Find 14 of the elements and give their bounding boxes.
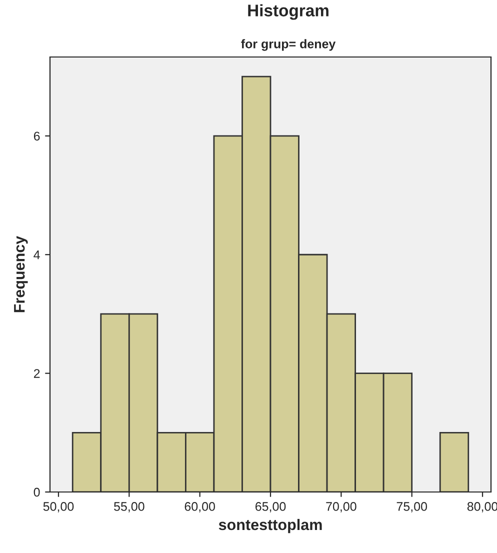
x-tick-label: 70,00 xyxy=(326,502,356,512)
y-tick-label: 2 xyxy=(34,369,40,378)
chart-title: Histogram xyxy=(248,4,328,20)
y-axis-title: Frequency xyxy=(14,236,28,312)
x-tick-label: 50,00 xyxy=(43,502,74,512)
chart-subtitle: for grup= deney xyxy=(241,39,336,51)
y-tick-label: 0 xyxy=(34,488,40,497)
x-tick-label: 55,00 xyxy=(114,502,144,512)
x-tick-label: 75,00 xyxy=(396,502,427,512)
x-tick-label: 60,00 xyxy=(184,502,215,512)
y-tick-label: 4 xyxy=(34,250,40,260)
x-tick-label: 65,00 xyxy=(255,502,286,512)
x-axis-title: sontesttoplam xyxy=(218,518,322,534)
y-tick-label: 6 xyxy=(34,132,40,141)
